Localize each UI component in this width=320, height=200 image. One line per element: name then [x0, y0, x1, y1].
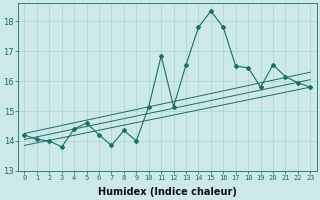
- X-axis label: Humidex (Indice chaleur): Humidex (Indice chaleur): [98, 187, 237, 197]
